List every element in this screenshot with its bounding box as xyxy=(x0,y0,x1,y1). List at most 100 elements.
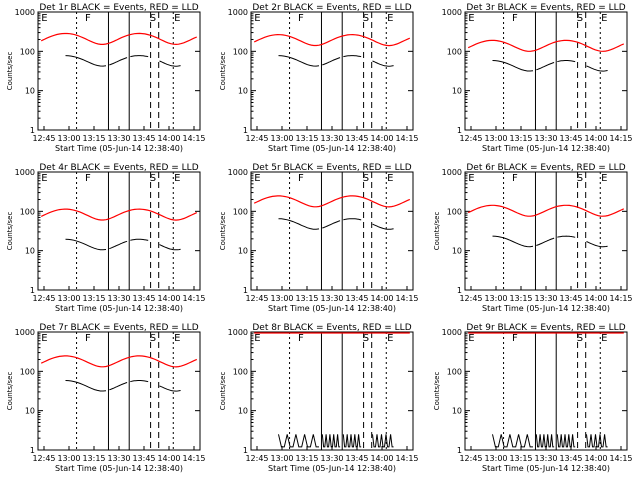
plot-det-7: Det 7r BLACK = Events, RED = LLD 1 10 100 10… xyxy=(6,323,206,473)
series-events xyxy=(130,238,149,241)
x-tick-label: 12:45 xyxy=(459,294,482,303)
y-tick-label: 100 xyxy=(20,207,35,216)
plot-det-3: Det 3r BLACK = Events, RED = LLD 1 10 100 10… xyxy=(442,3,633,153)
x-tick-label: 14:00 xyxy=(584,454,607,463)
series-events xyxy=(535,434,555,448)
series-events xyxy=(586,434,608,448)
event-marker: F xyxy=(85,173,91,184)
x-tick-label: 13:15 xyxy=(82,454,105,463)
y-axis-label: Counts/sec xyxy=(433,212,441,251)
x-tick-label: 14:15 xyxy=(609,294,632,303)
plot-title: Det 2r BLACK = Events, RED = LLD xyxy=(252,3,411,13)
plot-det-5: Det 5r BLACK = Events, RED = LLD 1 10 100 10… xyxy=(219,163,419,313)
plot-det-8: Det 8r BLACK = Events, RED = LLD 1 10 100 10… xyxy=(219,323,419,473)
y-tick-label: 100 xyxy=(447,207,462,216)
plot-det-1: Det 1r BLACK = Events, RED = LLD 1 10 100 10… xyxy=(6,3,206,153)
y-tick-label: 1 xyxy=(30,126,35,135)
series-lld xyxy=(40,355,198,368)
x-tick-label: 13:45 xyxy=(345,294,368,303)
series-events xyxy=(372,60,394,67)
x-tick-label: 13:30 xyxy=(107,134,130,143)
y-tick-label: 100 xyxy=(233,207,248,216)
x-tick-label: 12:45 xyxy=(245,294,268,303)
x-tick-label: 13:00 xyxy=(484,294,507,303)
event-marker: F xyxy=(85,333,91,344)
y-tick-label: 1000 xyxy=(15,8,35,17)
event-marker: S xyxy=(150,173,156,184)
series-lld xyxy=(467,204,625,217)
x-tick-label: 13:45 xyxy=(345,454,368,463)
series-events xyxy=(536,237,555,246)
plot-det-9: Det 9r BLACK = Events, RED = LLD 1 10 100 10… xyxy=(433,323,633,473)
series-events xyxy=(109,240,128,250)
plot-frame xyxy=(37,11,201,131)
y-axis-label: Counts/sec xyxy=(6,372,14,411)
event-marker: E xyxy=(174,13,180,24)
plot-title: Det 6r BLACK = Events, RED = LLD xyxy=(466,163,625,173)
series-events xyxy=(65,55,107,67)
event-marker: F xyxy=(512,13,518,24)
y-tick-label: 10 xyxy=(238,247,248,256)
event-marker: S xyxy=(363,173,369,184)
x-tick-label: 12:45 xyxy=(32,454,55,463)
series-events xyxy=(586,241,608,248)
x-tick-label: 12:45 xyxy=(32,294,55,303)
event-marker: S xyxy=(363,333,369,344)
y-tick-label: 1000 xyxy=(442,168,462,177)
y-axis-label: Counts/sec xyxy=(6,52,14,91)
x-tick-label: 13:00 xyxy=(57,294,80,303)
plot-frame xyxy=(464,171,628,291)
series-lld xyxy=(40,208,198,221)
y-tick-label: 100 xyxy=(233,47,248,56)
x-tick-label: 14:15 xyxy=(182,294,205,303)
event-marker: F xyxy=(512,333,518,344)
y-tick-label: 1 xyxy=(243,446,248,455)
x-tick-label: 13:30 xyxy=(534,454,557,463)
event-marker: E xyxy=(254,333,260,344)
x-tick-label: 14:15 xyxy=(182,134,205,143)
x-tick-label: 14:00 xyxy=(370,134,393,143)
x-tick-label: 13:15 xyxy=(295,454,318,463)
event-marker: S xyxy=(577,333,583,344)
series-events xyxy=(342,434,362,448)
x-tick-label: 14:15 xyxy=(609,134,632,143)
x-tick-label: 14:15 xyxy=(182,454,205,463)
y-tick-label: 1000 xyxy=(228,8,248,17)
event-marker: E xyxy=(468,13,474,24)
event-marker: E xyxy=(174,173,180,184)
plot-title: Det 4r BLACK = Events, RED = LLD xyxy=(39,163,198,173)
x-tick-label: 13:45 xyxy=(559,454,582,463)
x-axis-label: Start Time (05-Jun-14 12:38:40) xyxy=(482,304,610,313)
event-marker: E xyxy=(387,13,393,24)
y-tick-label: 10 xyxy=(25,247,35,256)
x-tick-label: 13:15 xyxy=(82,294,105,303)
event-marker: E xyxy=(387,173,393,184)
y-tick-label: 100 xyxy=(447,47,462,56)
x-axis-label: Start Time (05-Jun-14 12:38:40) xyxy=(268,304,396,313)
event-marker: E xyxy=(468,173,474,184)
x-tick-label: 13:30 xyxy=(534,294,557,303)
plot-title: Det 8r BLACK = Events, RED = LLD xyxy=(252,323,411,333)
series-events xyxy=(343,55,362,58)
series-events xyxy=(159,385,181,392)
x-tick-label: 13:30 xyxy=(107,454,130,463)
x-tick-label: 12:45 xyxy=(245,134,268,143)
plot-frame xyxy=(250,11,414,131)
x-tick-label: 13:45 xyxy=(132,454,155,463)
event-marker: F xyxy=(85,13,91,24)
y-axis-label: Counts/sec xyxy=(219,212,227,251)
x-tick-label: 13:15 xyxy=(509,294,532,303)
x-axis-label: Start Time (05-Jun-14 12:38:40) xyxy=(55,144,183,153)
y-tick-label: 1 xyxy=(243,286,248,295)
series-lld xyxy=(40,32,198,46)
x-tick-label: 13:45 xyxy=(559,294,582,303)
series-events xyxy=(65,238,107,251)
x-tick-label: 13:45 xyxy=(132,134,155,143)
series-events xyxy=(159,60,181,67)
plot-det-4: Det 4r BLACK = Events, RED = LLD 1 10 100 10… xyxy=(6,163,206,313)
series-events xyxy=(343,218,362,221)
x-tick-label: 14:00 xyxy=(157,134,180,143)
x-tick-label: 13:30 xyxy=(107,294,130,303)
plot-frame xyxy=(250,331,414,451)
x-tick-label: 13:30 xyxy=(320,454,343,463)
